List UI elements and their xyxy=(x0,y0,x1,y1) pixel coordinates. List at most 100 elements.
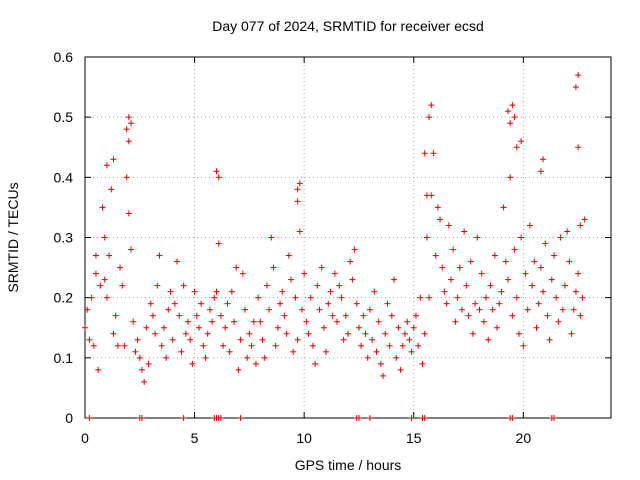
data-point xyxy=(84,306,91,313)
data-point xyxy=(215,240,222,247)
data-point xyxy=(294,336,301,343)
data-point xyxy=(213,288,220,295)
data-point xyxy=(500,204,507,211)
data-point xyxy=(520,342,527,349)
data-point xyxy=(485,336,492,343)
data-point xyxy=(103,294,110,301)
data-point xyxy=(123,126,130,133)
data-point xyxy=(147,300,154,307)
data-point xyxy=(277,300,284,307)
data-point xyxy=(279,288,286,295)
x-axis-ticks: 0 5 10 15 20 xyxy=(81,57,531,446)
zero-data-point xyxy=(366,415,373,421)
data-point xyxy=(391,276,398,283)
y-tick-label: 0.3 xyxy=(54,230,74,246)
y-axis-title: SRMTID / TECUs xyxy=(5,182,21,292)
data-point xyxy=(494,324,501,331)
data-point xyxy=(423,192,430,199)
data-point xyxy=(261,354,268,361)
data-point xyxy=(138,366,145,373)
data-point xyxy=(325,300,332,307)
data-point xyxy=(507,174,514,181)
data-point xyxy=(388,312,395,319)
data-point xyxy=(101,276,108,283)
data-point xyxy=(226,348,233,355)
data-point xyxy=(439,264,446,271)
data-point xyxy=(233,264,240,271)
grid-lines xyxy=(85,57,611,418)
data-point xyxy=(92,270,99,277)
data-point xyxy=(546,336,553,343)
zero-data-point xyxy=(217,415,224,421)
data-point xyxy=(542,240,549,247)
data-point xyxy=(309,342,316,349)
data-point xyxy=(454,294,461,301)
data-point xyxy=(369,336,376,343)
data-point xyxy=(483,294,490,301)
data-point xyxy=(540,288,547,295)
data-point xyxy=(437,216,444,223)
data-point xyxy=(141,378,148,385)
data-point xyxy=(156,252,163,259)
data-point xyxy=(382,330,389,337)
data-point xyxy=(108,186,115,193)
data-point xyxy=(336,282,343,289)
data-point xyxy=(342,312,349,319)
data-point xyxy=(252,360,259,367)
data-point xyxy=(174,258,181,265)
data-point xyxy=(132,348,139,355)
data-point xyxy=(522,270,529,277)
data-point xyxy=(167,288,174,295)
data-point xyxy=(469,330,476,337)
data-point xyxy=(241,306,248,313)
zero-data-point xyxy=(509,415,516,421)
data-point xyxy=(448,276,455,283)
data-point xyxy=(195,324,202,331)
data-point xyxy=(125,210,132,217)
data-point xyxy=(320,324,327,331)
data-point xyxy=(504,108,511,115)
data-point xyxy=(349,276,356,283)
data-point xyxy=(555,318,562,325)
data-point xyxy=(99,204,106,211)
data-point xyxy=(513,294,520,301)
data-point xyxy=(518,234,525,241)
x-tick-label: 10 xyxy=(296,430,312,446)
data-point xyxy=(498,288,505,295)
data-point xyxy=(340,336,347,343)
data-point xyxy=(114,342,121,349)
data-point xyxy=(421,330,428,337)
data-point xyxy=(480,318,487,325)
data-point xyxy=(577,312,584,319)
data-point xyxy=(345,330,351,337)
data-point xyxy=(399,342,406,349)
data-point xyxy=(314,282,321,289)
data-point xyxy=(182,330,189,337)
data-point xyxy=(272,342,279,349)
data-point xyxy=(145,360,152,367)
data-point xyxy=(106,252,113,259)
data-point xyxy=(329,312,336,319)
data-point xyxy=(373,348,380,355)
data-point xyxy=(125,114,132,121)
data-point xyxy=(331,270,338,277)
data-point xyxy=(82,324,88,331)
data-point xyxy=(537,168,544,175)
data-point xyxy=(380,372,387,379)
data-point xyxy=(377,360,384,367)
data-point xyxy=(511,114,518,121)
data-point xyxy=(415,342,422,349)
data-point xyxy=(121,342,128,349)
data-point xyxy=(294,198,301,205)
data-point xyxy=(518,138,525,145)
data-point xyxy=(568,330,575,337)
data-point xyxy=(307,294,314,301)
data-point xyxy=(285,252,292,259)
x-tick-label: 20 xyxy=(516,430,532,446)
data-point xyxy=(362,330,369,337)
data-point xyxy=(561,282,568,289)
data-point xyxy=(410,324,417,331)
data-point xyxy=(445,222,452,229)
data-point xyxy=(323,348,330,355)
data-point xyxy=(169,336,176,343)
